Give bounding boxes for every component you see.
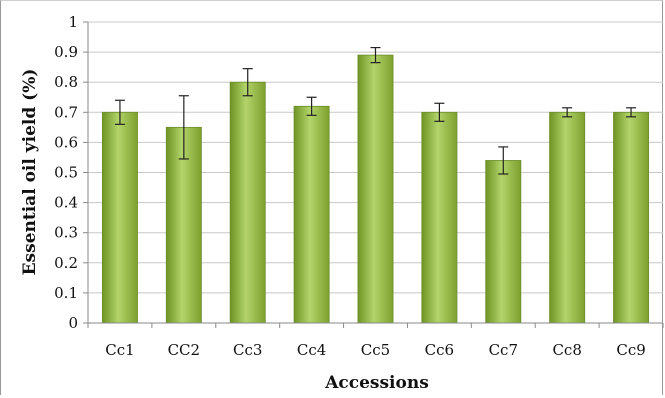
- x-tick-label: Cc8: [552, 341, 581, 359]
- error-bar-cc3: [242, 68, 253, 97]
- y-tick-label: 0.3: [54, 224, 78, 242]
- x-tick-label: Cc9: [616, 341, 645, 359]
- y-tick-label: 0.8: [54, 73, 78, 91]
- x-axis-title: Accessions: [324, 373, 429, 393]
- error-bar-cc2: [178, 95, 189, 160]
- bar-cc8: [549, 111, 586, 324]
- bar-cc2: [165, 126, 202, 324]
- y-tick-label: 1: [68, 13, 78, 31]
- bar-cc9: [613, 111, 650, 324]
- y-tick-label: 0.1: [54, 284, 78, 302]
- error-bar-cc8: [562, 107, 573, 118]
- error-bars: [114, 46, 637, 175]
- y-tick-label: 0: [68, 314, 78, 332]
- bar-cc3: [229, 81, 266, 324]
- tick-labels: 0 0.1 0.2 0.3 0.4 0.5 0.6 0.7 0.8 0.9 1 Cc1 CC2 Cc3 Cc…: [54, 13, 646, 359]
- y-tick-label: 0.5: [54, 164, 78, 182]
- x-tick-label: Cc7: [489, 341, 518, 359]
- error-bar-cc4: [306, 96, 317, 116]
- y-axis-title: Essential oil yield (%): [20, 69, 40, 276]
- bar-cc7: [485, 160, 522, 324]
- error-bar-cc5: [370, 46, 381, 64]
- bar-cc1: [101, 111, 138, 324]
- x-tick-label: Cc5: [361, 341, 390, 359]
- bar-cc6: [421, 111, 458, 324]
- bar-cc5: [357, 54, 394, 324]
- y-tick-label: 0.7: [54, 103, 78, 121]
- y-tick-label: 0.9: [54, 43, 78, 61]
- axes: [83, 21, 664, 328]
- x-tick-label: Cc6: [425, 341, 454, 359]
- error-bar-cc6: [434, 102, 445, 122]
- x-tick-label: Cc3: [233, 341, 262, 359]
- y-tick-label: 0.6: [54, 133, 78, 151]
- error-bar-cc9: [626, 107, 637, 118]
- x-tick-label: CC2: [168, 341, 201, 359]
- error-bar-cc1: [114, 99, 125, 125]
- x-tick-label: Cc4: [297, 341, 326, 359]
- x-tick-label: Cc1: [105, 341, 134, 359]
- error-bar-cc7: [498, 146, 509, 175]
- y-tick-label: 0.2: [54, 254, 78, 272]
- bar-cc4: [293, 105, 330, 324]
- y-tick-label: 0.4: [54, 194, 78, 212]
